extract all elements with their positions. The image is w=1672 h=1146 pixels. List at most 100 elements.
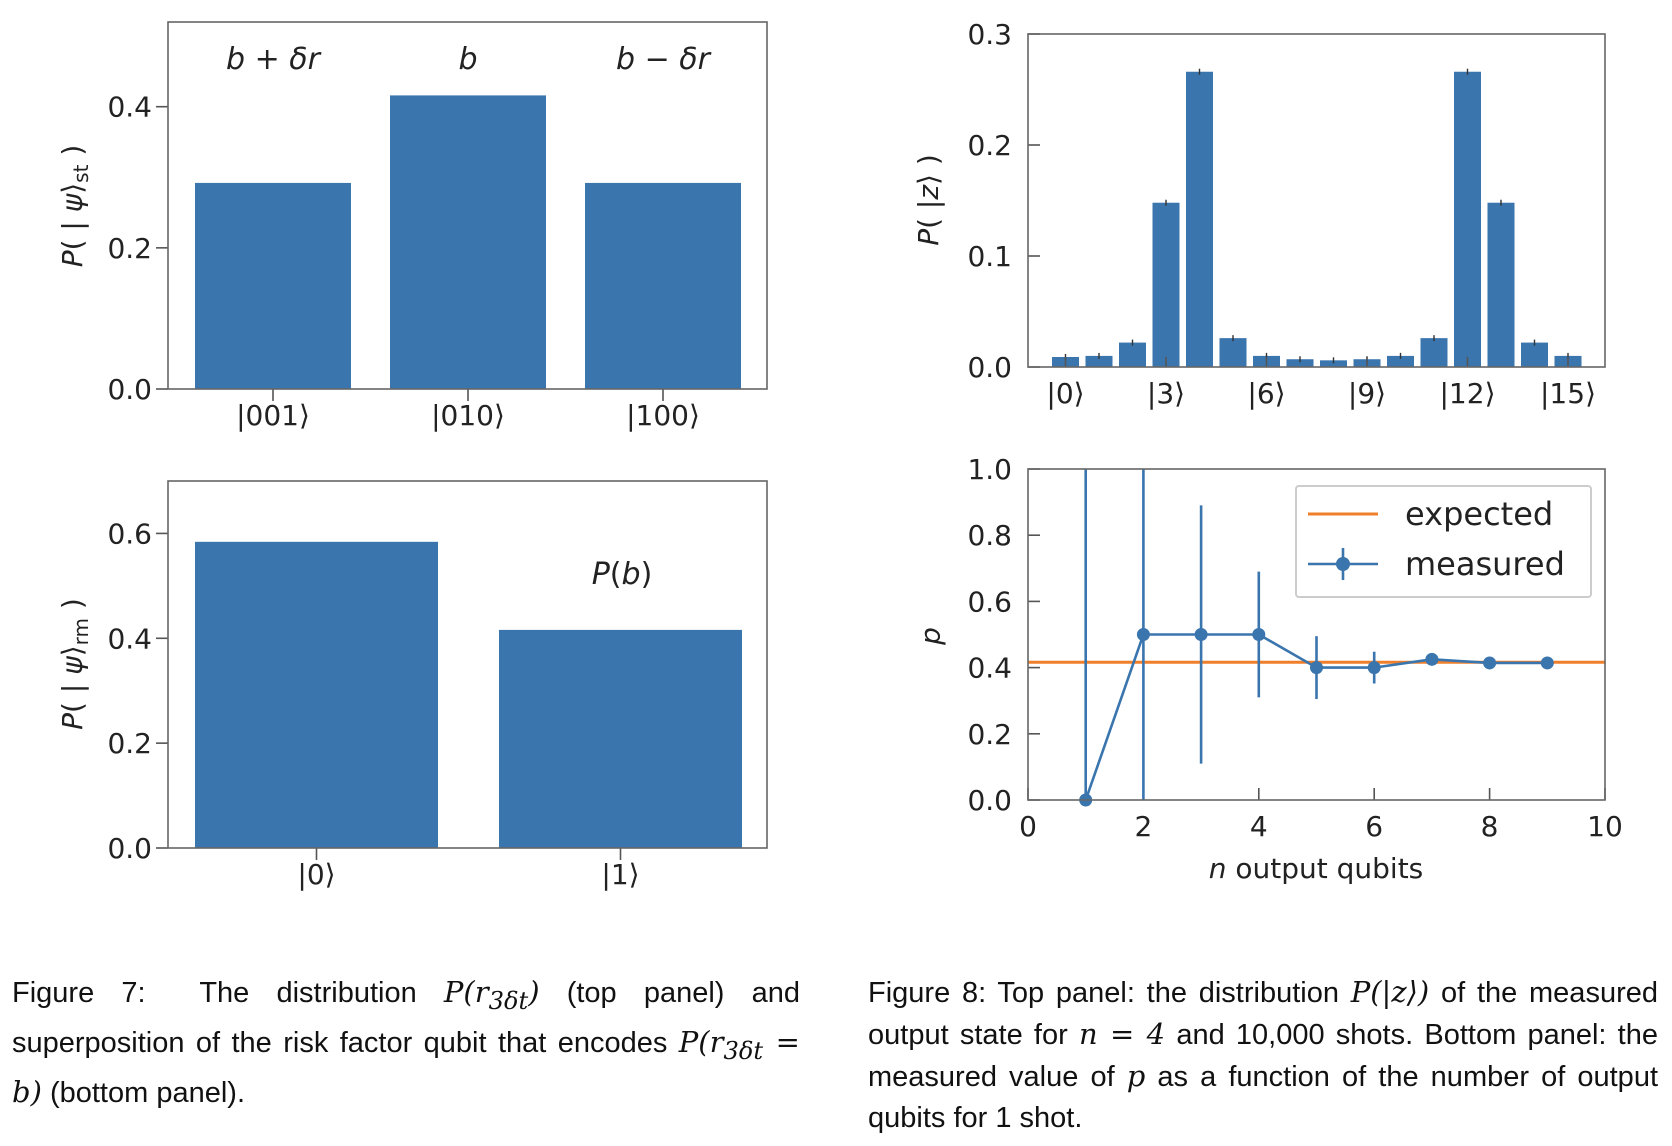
fig8-top-bar — [1454, 71, 1481, 368]
fig8-top-bar — [1387, 355, 1414, 367]
fig8-bottom-panel: 0.0 0.2 0.4 0.6 0.8 1.0 0 2 4 6 8 10 n output qubi… — [914, 453, 1623, 885]
fig7-bottom-ytick-label: 0.4 — [107, 622, 152, 655]
fig8-bottom-ylabel: p — [914, 627, 947, 646]
legend: expected measured — [1295, 485, 1592, 598]
measured-point — [1540, 656, 1554, 670]
fig7-bottom-xtick-label: |0⟩ — [297, 858, 335, 891]
fig7-top-xtick-label: |001⟩ — [236, 399, 310, 432]
fig7-math-1-sub: 3δt — [488, 986, 529, 1015]
fig7-math-2-main: P(r — [678, 1024, 724, 1059]
fig8-caption-math-3: p — [1126, 1059, 1146, 1093]
fig8-top-xtick-label: |3⟩ — [1147, 377, 1185, 410]
fig8-bottom-xtick-label: 0 — [1019, 810, 1037, 843]
measured-point — [1483, 656, 1497, 670]
fig8-top-xtick-label: |0⟩ — [1046, 377, 1084, 410]
figure-7-caption: Figure 7: The distribution P(r3δt) (top … — [12, 972, 800, 1114]
fig8-top-ytick-label: 0.3 — [967, 18, 1012, 51]
fig7-caption-math-2: P(r3δt = b) — [12, 1025, 800, 1109]
fig7-top-bar-annotation: b − δr — [616, 42, 712, 77]
fig8-caption-text-4: as a function of the number of output qu… — [868, 1061, 1658, 1134]
fig7-top-bar — [195, 182, 351, 389]
fig7-bottom-annotation: P(b) — [592, 557, 653, 592]
fig7-bottom-ytick-label: 0.2 — [107, 727, 152, 760]
fig8-bottom-ytick-label: 1.0 — [967, 453, 1012, 486]
fig8-top-bar — [1487, 202, 1515, 367]
fig8-top-ytick-label: 0.1 — [967, 240, 1012, 273]
fig7-bottom-bar — [195, 541, 438, 848]
fig8-bottom-ytick-label: 0.2 — [967, 718, 1012, 751]
fig8-top-xtick-label: |6⟩ — [1247, 377, 1285, 410]
fig8-caption-text-1: Top panel: the distribution — [997, 977, 1339, 1009]
fig8-bottom-xtick-label: 2 — [1134, 810, 1152, 843]
fig8-bottom-xtick-label: 8 — [1481, 810, 1499, 843]
fig7-math-2-sub: 3δt — [723, 1036, 764, 1065]
figure-8-caption: Figure 8: Top panel: the distribution P(… — [868, 972, 1658, 1139]
measured-point — [1367, 661, 1381, 675]
fig7-caption-text-1: The distribution — [199, 977, 417, 1009]
fig7-bottom-ytick-label: 0.0 — [107, 832, 152, 865]
fig7-bottom-panel: P(b) 0.0 0.2 0.4 0.6 |0⟩ |1⟩ P( | ψ⟩rm ) — [56, 480, 768, 891]
fig7-top-xtick-label: |100⟩ — [626, 399, 700, 432]
fig7-caption-text-3: (bottom panel). — [49, 1076, 245, 1109]
fig7-bottom-frame — [167, 480, 768, 849]
fig7-math-2-end: = b) — [12, 1024, 800, 1109]
fig7-top-ytick-label: 0.4 — [107, 91, 152, 124]
fig8-bottom-xtick-label: 4 — [1250, 810, 1268, 843]
fig7-top-bar-annotation: b + δr — [226, 42, 322, 77]
fig8-caption-text-3: and 10,000 shots. Bottom panel: the meas… — [868, 1019, 1658, 1093]
legend-measured-marker — [1336, 557, 1350, 571]
measured-point — [1136, 628, 1150, 641]
fig8-bottom-ytick-label: 0.0 — [967, 784, 1012, 817]
fig8-bottom-frame — [1027, 468, 1606, 801]
measured-point — [1194, 628, 1208, 641]
fig7-top-bar — [390, 95, 546, 390]
fig8-bottom-ytick-label: 0.4 — [967, 652, 1012, 685]
fig8-bottom-xtick-label: 6 — [1365, 810, 1383, 843]
fig8-top-bar — [1085, 355, 1113, 367]
legend-expected-label: expected — [1405, 495, 1553, 533]
fig8-top-xtick-label: |12⟩ — [1440, 377, 1496, 410]
legend-measured-label: measured — [1405, 545, 1565, 583]
fig8-top-bar — [1286, 359, 1314, 367]
fig8-bottom-ytick-label: 0.6 — [967, 585, 1012, 618]
fig7-top-ytick-label: 0.2 — [107, 232, 152, 265]
fig7-caption-text-2: (top panel) and superposition of the ris… — [12, 977, 801, 1059]
fig8-top-bar — [1320, 360, 1347, 367]
fig8-top-bar — [1119, 342, 1146, 367]
fig8-top-frame — [1027, 33, 1606, 368]
fig7-math-1-main: P(r — [443, 975, 489, 1009]
figure-canvas: b + δr b b − δr 0.00.20.4 |001⟩ |010⟩ |100⟩ … — [56, 18, 1623, 891]
fig8-caption-label: Figure 8: — [868, 977, 987, 1009]
fig7-bottom-bar — [499, 629, 742, 848]
measured-point — [1425, 652, 1439, 666]
fig7-top-ytick-label: 0.0 — [107, 373, 152, 406]
fig8-caption-math-2: n = 4 — [1078, 1017, 1166, 1051]
fig8-top-bar — [1152, 202, 1180, 367]
fig8-bottom-ytick-label: 0.8 — [967, 519, 1012, 552]
fig7-top-xtick-label: |010⟩ — [431, 399, 505, 432]
fig8-top-panel: 0.0 0.1 0.2 0.3 |0⟩ |3⟩ |6⟩ |9⟩ |12⟩ |15⟩ P( |z⟩… — [912, 18, 1606, 410]
fig8-bottom-xtick-label: 10 — [1587, 810, 1623, 843]
fig8-caption-math-1: P(|z⟩) — [1350, 975, 1430, 1009]
fig8-bottom-xlabel: n output qubits — [1209, 852, 1424, 885]
measured-point — [1252, 628, 1266, 641]
measured-point — [1310, 661, 1323, 675]
fig8-top-bar — [1186, 71, 1213, 368]
fig8-top-ytick-label: 0.0 — [967, 351, 1012, 384]
fig7-caption-label: Figure 7: — [12, 977, 146, 1009]
fig7-top-bar — [585, 182, 741, 389]
fig7-math-1-end: ) — [528, 975, 540, 1009]
fig7-bottom-ylabel: P( | ψ⟩rm ) — [56, 598, 93, 730]
fig8-top-bar — [1219, 338, 1247, 367]
fig8-top-ytick-label: 0.2 — [967, 129, 1012, 162]
fig7-bottom-ytick-label: 0.6 — [107, 517, 152, 550]
fig7-top-bar-annotation: b — [458, 42, 477, 77]
fig8-top-bar — [1420, 338, 1448, 367]
fig7-top-ylabel: P( | ψ⟩st ) — [56, 145, 93, 268]
fig8-top-xtick-label: |9⟩ — [1348, 377, 1386, 410]
fig8-top-xtick-label: |15⟩ — [1540, 377, 1596, 410]
fig7-bottom-xtick-label: |1⟩ — [601, 858, 639, 891]
fig8-top-ylabel: P( |z⟩ ) — [912, 154, 945, 246]
fig7-top-panel: b + δr b b − δr 0.00.20.4 |001⟩ |010⟩ |100⟩ … — [56, 21, 768, 432]
fig7-top-frame — [167, 21, 768, 390]
